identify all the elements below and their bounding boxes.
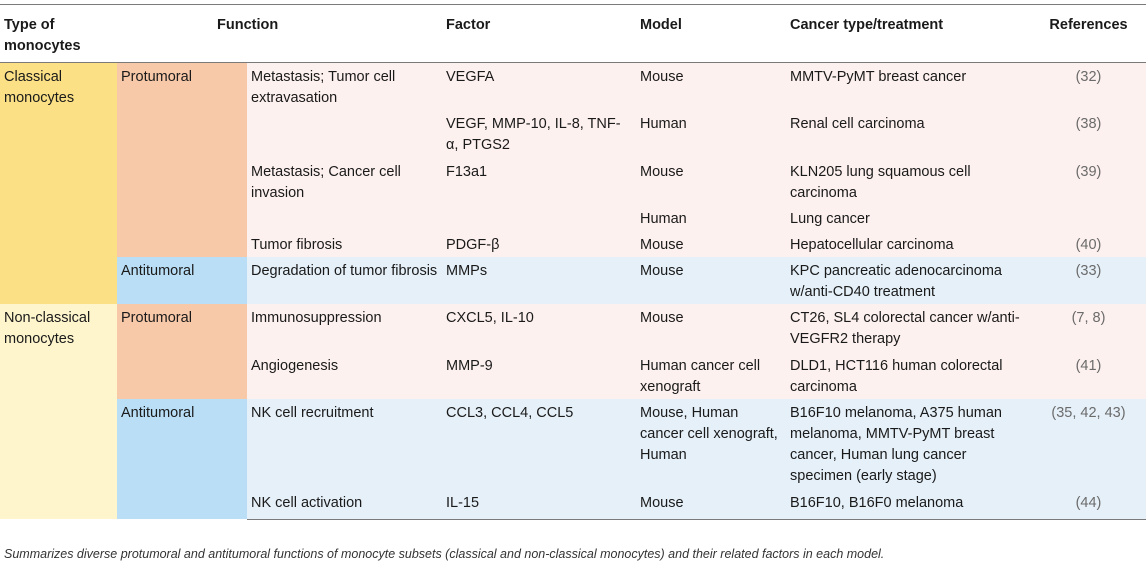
cancer-cell: KLN205 lung squamous cell carcinoma [786,158,1031,205]
model-cell: Mouse, Human cancer cell xenograft, Huma… [636,399,786,489]
table-row: Angiogenesis MMP-9 Human cancer cell xen… [0,352,1146,399]
table-row: NK cell activation IL-15 Mouse B16F10, B… [0,489,1146,520]
factor-cell: CCL3, CCL4, CCL5 [442,399,636,489]
subfunction-cell: Metastasis; Tumor cell extravasation [247,62,442,110]
table-row: Classical monocytes Protumoral Metastasi… [0,62,1146,304]
factor-cell: CXCL5, IL-10 [442,304,636,352]
cancer-cell: Renal cell carcinoma [786,110,1031,158]
header-model: Model [636,4,786,63]
factor-cell: MMPs [442,257,636,304]
header-type: Type of monocytes [0,4,117,63]
table-row: VEGF, MMP-10, IL-8, TNF-α, PTGS2 Human R… [0,110,1146,158]
type-cell: Non-classical monocytes [0,304,117,519]
model-cell: Human [636,110,786,158]
table-row: Antitumoral Degradation of tumor fibrosi… [0,257,1146,304]
reference-cell: (7, 8) [1031,304,1146,352]
function-cell: Antitumoral [117,257,247,304]
header-row: Type of monocytes Function Factor Model … [0,4,1146,63]
reference-cell: (33) [1031,257,1146,304]
reference-cell: (32) [1031,62,1146,110]
header-references: References [1031,4,1146,63]
subfunction-cell: Degradation of tumor fibrosis [247,257,442,304]
factor-cell: MMP-9 [442,352,636,399]
model-cell: Mouse [636,257,786,304]
reference-cell: (44) [1031,489,1146,520]
factor-cell: VEGF, MMP-10, IL-8, TNF-α, PTGS2 [442,110,636,158]
cancer-cell: KPC pancreatic adenocarcinoma w/anti-CD4… [786,257,1031,304]
subfunction-cell [247,205,442,231]
subfunction-cell: Tumor fibrosis [247,231,442,257]
header-function: Function [117,4,442,63]
reference-cell: (38) [1031,110,1146,158]
subfunction-cell: Metastasis; Cancer cell invasion [247,158,442,205]
factor-cell: PDGF-β [442,231,636,257]
type-cell: Classical monocytes [0,62,117,304]
header-cancer: Cancer type/treatment [786,4,1031,63]
model-cell: Human cancer cell xenograft [636,352,786,399]
reference-cell: (40) [1031,231,1146,257]
subfunction-cell: Immunosuppression [247,304,442,352]
cancer-cell: CT26, SL4 colorectal cancer w/anti-VEGFR… [786,304,1031,352]
table-row: Human Lung cancer [0,205,1146,231]
table-row: Metastasis; Cancer cell invasion F13a1 M… [0,158,1146,205]
cancer-cell: Lung cancer [786,205,1031,231]
table-row: Antitumoral NK cell recruitment CCL3, CC… [0,399,1146,519]
cancer-cell: MMTV-PyMT breast cancer [786,62,1031,110]
model-cell: Mouse [636,304,786,352]
header-factor: Factor [442,4,636,63]
subfunction-cell: NK cell activation [247,489,442,520]
model-cell: Human [636,205,786,231]
subfunction-cell [247,110,442,158]
cancer-cell: Hepatocellular carcinoma [786,231,1031,257]
factor-cell: F13a1 [442,158,636,205]
model-cell: Mouse [636,158,786,205]
model-cell: Mouse [636,489,786,520]
table-row: Non-classical monocytes Protumoral Immun… [0,304,1146,519]
model-cell: Mouse [636,231,786,257]
reference-cell: (41) [1031,352,1146,399]
reference-cell: (35, 42, 43) [1031,399,1146,489]
factor-cell [442,205,636,231]
table-row: Tumor fibrosis PDGF-β Mouse Hepatocellul… [0,231,1146,257]
function-cell: Protumoral [117,304,247,399]
factor-cell: IL-15 [442,489,636,520]
function-cell: Protumoral [117,62,247,257]
subfunction-cell: NK cell recruitment [247,399,442,489]
model-cell: Mouse [636,62,786,110]
table-caption: Summarizes diverse protumoral and antitu… [4,547,885,561]
reference-cell: (39) [1031,158,1146,205]
factor-cell: VEGFA [442,62,636,110]
subfunction-cell: Angiogenesis [247,352,442,399]
monocyte-functions-table: Type of monocytes Function Factor Model … [0,4,1146,520]
function-cell: Antitumoral [117,399,247,519]
cancer-cell: DLD1, HCT116 human colorectal carcinoma [786,352,1031,399]
reference-cell [1031,205,1146,231]
cancer-cell: B16F10 melanoma, A375 human melanoma, MM… [786,399,1031,489]
cancer-cell: B16F10, B16F0 melanoma [786,489,1031,520]
